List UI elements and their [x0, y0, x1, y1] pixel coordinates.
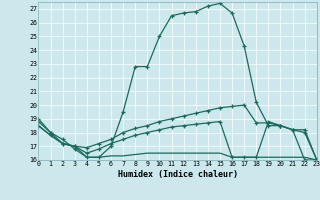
X-axis label: Humidex (Indice chaleur): Humidex (Indice chaleur): [118, 170, 238, 179]
